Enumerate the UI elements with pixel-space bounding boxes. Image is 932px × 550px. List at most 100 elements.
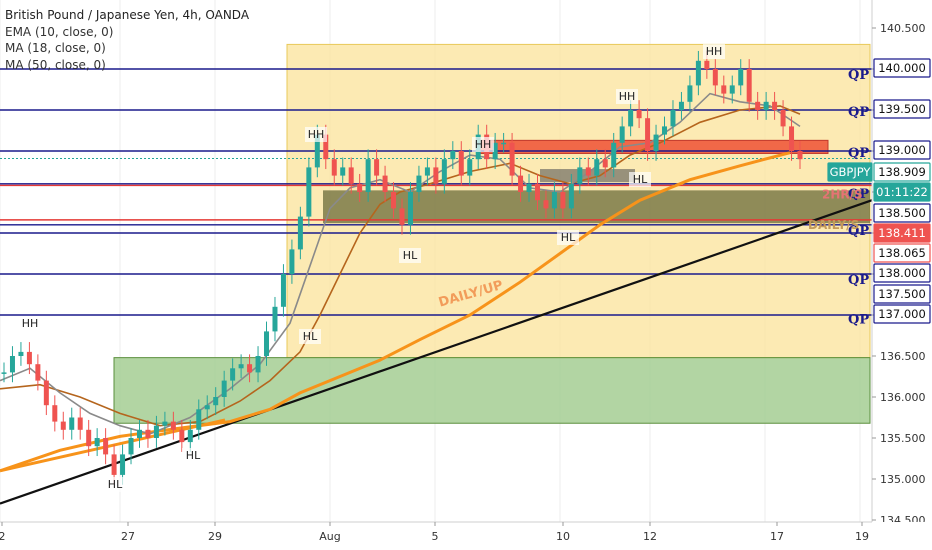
- candle: [789, 126, 795, 151]
- price-badge-box: [873, 182, 931, 202]
- candle: [280, 274, 286, 307]
- candle: [780, 110, 786, 127]
- candle: [772, 101, 778, 110]
- candle: [416, 175, 422, 192]
- price-badge: 137.500: [873, 284, 931, 304]
- price-badge-box: [873, 162, 931, 182]
- candle: [162, 421, 168, 426]
- candle: [94, 438, 100, 447]
- swing-label: HH: [616, 89, 638, 104]
- price-badge-text: 138.909: [878, 165, 926, 179]
- swing-label-bg: [629, 172, 651, 187]
- swing-label-bg: [299, 329, 321, 344]
- price-tick-label: 136.500: [880, 350, 926, 363]
- candle: [543, 200, 549, 209]
- candle: [492, 142, 498, 160]
- candle: [526, 183, 532, 192]
- price-badge-box: [873, 284, 931, 304]
- candle: [247, 364, 253, 373]
- time-tick-label: 2: [0, 530, 6, 543]
- candle: [323, 134, 329, 160]
- price-badge-box: [873, 243, 931, 263]
- legend-title: British Pound / Japanese Yen, 4h, OANDA: [5, 8, 250, 22]
- price-badge-text: GBPJPY: [830, 165, 872, 179]
- candle: [221, 380, 227, 397]
- price-tick-label: 140.500: [880, 22, 926, 35]
- candle: [382, 175, 388, 192]
- price-badge: 138.411: [873, 223, 931, 243]
- candle: [18, 351, 24, 356]
- daily-support-label: DAILY/S: [808, 218, 859, 232]
- candle: [1, 372, 7, 374]
- candle: [238, 364, 244, 369]
- candle: [645, 118, 651, 151]
- candle: [314, 134, 320, 168]
- candle: [458, 151, 464, 176]
- candle: [128, 438, 134, 455]
- candle: [568, 183, 574, 209]
- candle: [60, 421, 66, 430]
- candle: [695, 60, 701, 86]
- swing-label-bg: [472, 137, 494, 152]
- swing-label-text: HL: [186, 449, 201, 462]
- time-tick-label: 29: [208, 530, 222, 543]
- price-badge-text: 140.000: [878, 61, 926, 75]
- candle: [357, 183, 363, 192]
- swing-label-text: HH: [475, 138, 492, 151]
- price-badge-text: 01:11:22: [876, 185, 928, 199]
- price-tick-label: 136.000: [880, 391, 926, 404]
- price-badge-box: [873, 304, 931, 324]
- qp-label: QP: [848, 68, 869, 83]
- two-hour-support-label: 2HR/S: [822, 188, 863, 202]
- candle: [424, 167, 430, 176]
- candle: [297, 216, 303, 250]
- candle: [653, 134, 659, 151]
- swing-label: HH: [703, 44, 725, 59]
- price-badge-text: 138.411: [878, 226, 926, 240]
- candle: [331, 159, 337, 176]
- qp-label: QP: [848, 105, 869, 120]
- candle: [534, 183, 540, 201]
- price-tick-label: 135.500: [880, 432, 926, 445]
- candle: [746, 69, 752, 102]
- candle: [729, 85, 735, 94]
- candle: [678, 101, 684, 110]
- swing-label-bg: [399, 248, 421, 263]
- time-tick-label: 10: [556, 530, 570, 543]
- qp-label: QP: [848, 187, 869, 202]
- candle: [77, 417, 83, 430]
- candle: [69, 417, 75, 430]
- price-axis: 134.500135.000135.500136.000136.500137.0…: [827, 0, 932, 550]
- swing-label-text: HH: [706, 45, 723, 58]
- price-badge-text: 137.000: [878, 307, 926, 321]
- candle: [611, 142, 617, 168]
- price-badge-text: 138.500: [878, 206, 926, 220]
- candle: [103, 438, 109, 455]
- swing-label-bg: [616, 89, 638, 104]
- swing-label-text: HL: [561, 231, 576, 244]
- candle: [738, 69, 744, 86]
- swing-label: HL: [629, 172, 651, 187]
- price-badge-box: [873, 223, 931, 243]
- candle: [628, 110, 634, 127]
- candle: [120, 454, 126, 475]
- price-badge-box: [873, 58, 931, 78]
- swing-label: HL: [104, 477, 126, 492]
- candle: [441, 159, 447, 184]
- qp-label: QP: [848, 312, 869, 327]
- candle: [170, 421, 176, 430]
- candle: [687, 85, 693, 102]
- swing-label-bg: [104, 477, 126, 492]
- candle: [704, 60, 710, 69]
- price-badge-text: 137.500: [878, 287, 926, 301]
- candle: [255, 356, 261, 373]
- candle: [585, 167, 591, 176]
- swing-label-text: HH: [619, 90, 636, 103]
- candles-layer: [1, 50, 803, 485]
- candle: [9, 356, 15, 373]
- swing-label: HL: [182, 448, 204, 463]
- price-badge: 139.000: [873, 140, 931, 160]
- candle: [43, 380, 49, 406]
- price-badge: 138.000: [873, 263, 931, 283]
